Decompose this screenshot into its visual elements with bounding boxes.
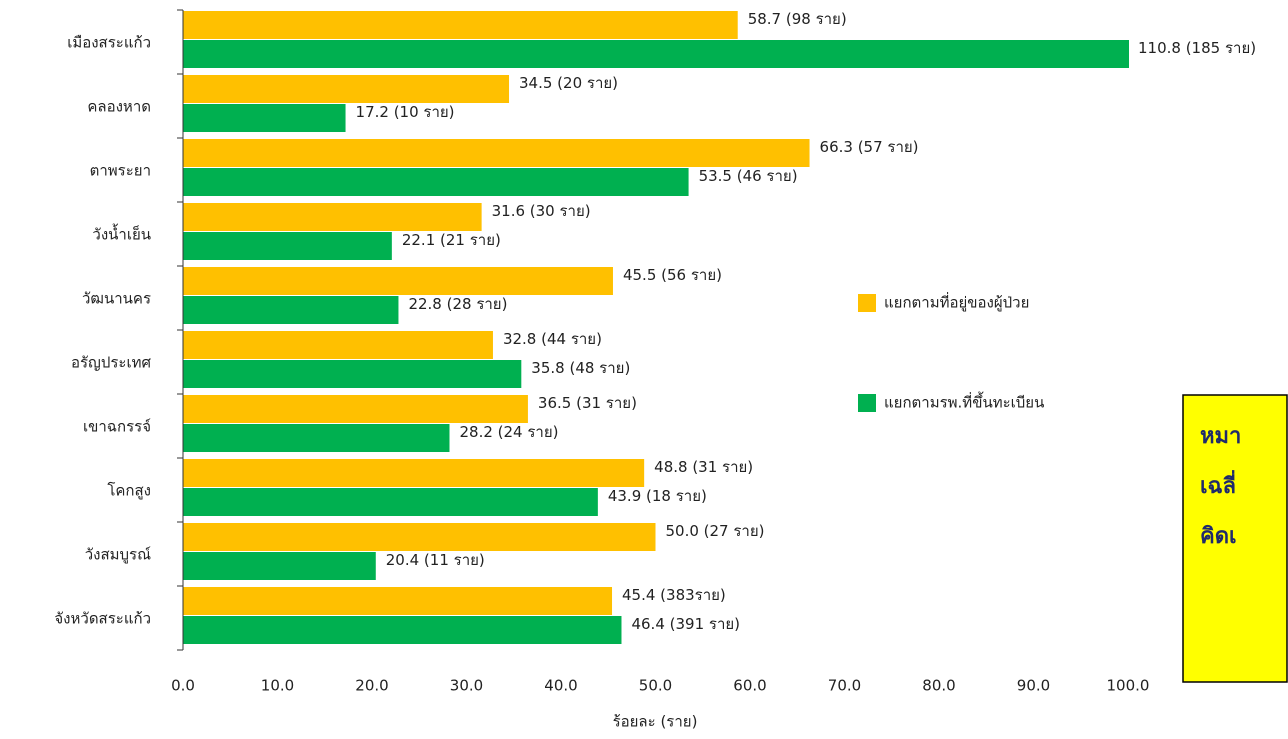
bar xyxy=(183,11,738,39)
x-axis-label: ร้อยละ (ราย) xyxy=(613,713,698,731)
value-label: 32.8 (44 ราย) xyxy=(503,330,602,348)
value-label: 36.5 (31 ราย) xyxy=(538,394,637,412)
y-tick-label: อรัญประเทศ xyxy=(71,354,151,372)
bar xyxy=(183,331,493,359)
bar xyxy=(183,40,1129,68)
bar xyxy=(183,232,392,260)
annotation-text: คิดเ xyxy=(1200,524,1237,549)
bar xyxy=(183,616,622,644)
value-label: 22.8 (28 ราย) xyxy=(408,295,507,313)
y-tick-label: ตาพระยา xyxy=(90,162,151,180)
x-tick-label: 40.0 xyxy=(544,677,577,695)
bar xyxy=(183,459,645,487)
x-tick-label: 100.0 xyxy=(1107,677,1150,695)
y-tick-label: วังสมบูรณ์ xyxy=(85,546,151,564)
y-tick-label: วังน้ำเย็น xyxy=(92,224,151,244)
y-tick-label: วัฒนานคร xyxy=(82,290,151,308)
legend-label: แยกตามที่อยู่ของผู้ป่วย xyxy=(884,292,1029,312)
value-label: 43.9 (18 ราย) xyxy=(608,487,707,505)
value-label: 22.1 (21 ราย) xyxy=(402,231,501,249)
x-tick-label: 20.0 xyxy=(355,677,388,695)
bar xyxy=(183,267,613,295)
legend-swatch xyxy=(858,294,876,312)
annotation-text: เฉลี่ xyxy=(1200,469,1236,499)
value-label: 45.4 (383ราย) xyxy=(622,586,726,604)
legend-swatch xyxy=(858,394,876,412)
x-tick-label: 10.0 xyxy=(261,677,294,695)
bar xyxy=(183,139,810,167)
bar xyxy=(183,488,598,516)
bar xyxy=(183,168,689,196)
value-label: 45.5 (56 ราย) xyxy=(623,266,722,284)
value-label: 31.6 (30 ราย) xyxy=(492,202,591,220)
value-label: 58.7 (98 ราย) xyxy=(748,10,847,28)
bar xyxy=(183,296,399,324)
y-tick-label: เมืองสระแก้ว xyxy=(67,34,151,52)
x-tick-label: 70.0 xyxy=(828,677,861,695)
value-label: 48.8 (31 ราย) xyxy=(654,458,753,476)
bar xyxy=(183,424,450,452)
value-label: 20.4 (11 ราย) xyxy=(386,551,485,569)
bar xyxy=(183,104,346,132)
y-tick-label: จังหวัดสระแก้ว xyxy=(54,610,151,628)
y-tick-label: เขาฉกรรจ์ xyxy=(83,418,151,436)
value-label: 66.3 (57 ราย) xyxy=(820,138,919,156)
x-tick-label: 90.0 xyxy=(1017,677,1050,695)
annotation-text: หมา xyxy=(1200,424,1241,449)
value-label: 110.8 (185 ราย) xyxy=(1138,39,1256,57)
x-tick-label: 60.0 xyxy=(733,677,766,695)
bars xyxy=(183,11,1129,644)
x-tick-label: 0.0 xyxy=(171,677,195,695)
value-label: 17.2 (10 ราย) xyxy=(356,103,455,121)
value-label: 53.5 (46 ราย) xyxy=(699,167,798,185)
y-tick-label: คลองหาด xyxy=(87,98,151,116)
value-label: 35.8 (48 ราย) xyxy=(531,359,630,377)
value-label: 46.4 (391 ราย) xyxy=(631,615,740,633)
x-tick-label: 50.0 xyxy=(639,677,672,695)
bar xyxy=(183,587,613,615)
bar xyxy=(183,395,528,423)
bar xyxy=(183,552,376,580)
value-label: 50.0 (27 ราย) xyxy=(666,522,765,540)
bar xyxy=(183,523,656,551)
bar xyxy=(183,75,510,103)
bar xyxy=(183,360,522,388)
value-label: 34.5 (20 ราย) xyxy=(519,74,618,92)
x-tick-label: 30.0 xyxy=(450,677,483,695)
bar xyxy=(183,203,482,231)
value-label: 28.2 (24 ราย) xyxy=(459,423,558,441)
y-tick-label: โคกสูง xyxy=(107,482,151,500)
annotation-box xyxy=(1182,394,1288,683)
x-tick-label: 80.0 xyxy=(922,677,955,695)
legend-label: แยกตามรพ.ที่ขึ้นทะเบียน xyxy=(884,392,1044,412)
